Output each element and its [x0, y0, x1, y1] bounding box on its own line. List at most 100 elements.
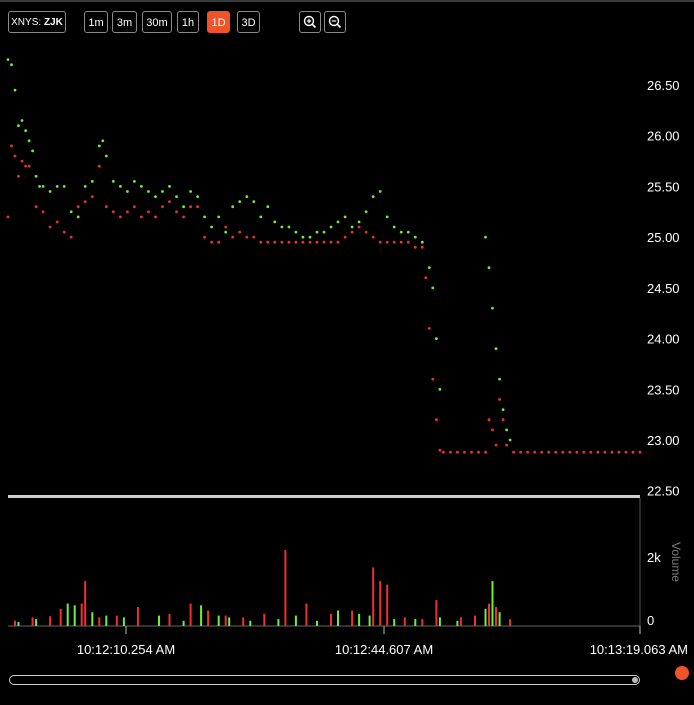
interval-1m-button[interactable]: 1m — [84, 11, 108, 33]
price-point — [62, 185, 66, 188]
symbol-selector[interactable]: XNYS: ZJK — [8, 11, 66, 33]
price-point — [494, 443, 498, 447]
price-point — [217, 215, 221, 219]
price-axis-tick: 26.00 — [647, 129, 680, 144]
volume-bar — [136, 607, 139, 626]
price-point — [13, 88, 17, 92]
price-point — [427, 266, 431, 269]
time-axis-label: 10:12:10.254 AM — [77, 642, 175, 657]
price-point — [561, 450, 565, 454]
price-point — [182, 215, 186, 219]
price-point — [224, 230, 228, 234]
zoom-out-button[interactable] — [324, 11, 346, 33]
price-point — [119, 185, 122, 188]
price-point — [34, 174, 38, 178]
price-point — [624, 450, 628, 454]
price-point — [90, 180, 94, 183]
volume-bar — [459, 617, 462, 626]
volume-bar — [337, 610, 339, 626]
price-point — [210, 225, 214, 229]
price-point — [385, 240, 389, 244]
price-point — [438, 387, 442, 391]
price-point — [287, 240, 291, 244]
price-point — [501, 408, 505, 411]
time-axis-label: 10:13:19.063 AM — [590, 642, 688, 657]
price-point — [350, 225, 354, 229]
time-range-scrollbar[interactable] — [9, 675, 640, 685]
price-point — [431, 286, 435, 290]
zoom-in-button[interactable] — [299, 11, 321, 33]
price-point — [245, 235, 249, 239]
interval-3d-button[interactable]: 3D — [237, 11, 260, 33]
interval-3m-button[interactable]: 3m — [112, 11, 137, 33]
price-axis-tick: 22.50 — [647, 484, 680, 499]
price-point — [34, 205, 38, 209]
price-point — [48, 190, 52, 193]
price-point — [154, 195, 157, 199]
price-point — [392, 240, 396, 244]
price-point — [6, 58, 10, 61]
price-point — [238, 200, 242, 204]
price-point — [420, 240, 424, 244]
price-point — [41, 185, 45, 188]
price-point — [6, 215, 10, 219]
price-point — [491, 306, 494, 310]
price-point — [154, 215, 157, 219]
price-point — [568, 450, 572, 454]
price-point — [322, 240, 326, 244]
price-point — [610, 450, 614, 454]
pane-separator — [8, 495, 640, 498]
price-point — [17, 124, 20, 127]
price-point — [392, 225, 396, 229]
volume-bar — [498, 612, 501, 626]
scrollbar-handle[interactable] — [632, 677, 638, 683]
interval-30m-button[interactable]: 30m — [142, 11, 172, 33]
volume-bar — [168, 613, 171, 626]
price-point — [83, 200, 87, 204]
volume-axis-label: Volume — [669, 542, 683, 582]
price-point — [505, 428, 508, 432]
price-point — [378, 240, 382, 244]
price-axis-tick: 24.50 — [647, 281, 680, 296]
price-point — [97, 144, 101, 148]
price-point — [301, 240, 305, 244]
volume-axis-tick: 0 — [647, 613, 654, 628]
price-point — [126, 190, 129, 193]
price-point — [399, 240, 403, 244]
price-point — [638, 450, 642, 454]
volume-bar — [294, 615, 297, 626]
volume-bar — [305, 603, 308, 626]
volume-bar — [115, 615, 118, 626]
price-point — [20, 119, 24, 122]
price-point — [501, 418, 505, 422]
price-point — [484, 235, 487, 239]
price-point — [336, 220, 340, 224]
price-point — [161, 190, 164, 193]
price-point — [161, 205, 164, 209]
price-point — [147, 210, 150, 214]
price-point — [273, 220, 277, 224]
price-point — [406, 230, 410, 234]
volume-bar — [358, 613, 361, 626]
price-point — [329, 225, 333, 229]
volume-bar — [80, 603, 83, 626]
price-point — [147, 190, 150, 193]
price-point — [582, 450, 586, 454]
price-point — [140, 215, 143, 219]
price-point — [547, 450, 551, 454]
price-point — [491, 428, 494, 432]
volume-bar — [284, 550, 287, 626]
volume-bar — [393, 619, 396, 626]
interval-1d-button[interactable]: 1D — [207, 11, 230, 33]
price-point — [101, 139, 105, 143]
live-indicator-dot[interactable] — [675, 666, 689, 680]
price-point — [48, 225, 52, 229]
interval-1h-button[interactable]: 1h — [177, 11, 199, 33]
price-point — [133, 180, 136, 183]
price-point — [111, 210, 115, 214]
volume-bar — [122, 617, 125, 626]
price-point — [189, 205, 193, 209]
price-point — [266, 240, 270, 244]
price-axis-tick: 25.00 — [647, 230, 680, 245]
